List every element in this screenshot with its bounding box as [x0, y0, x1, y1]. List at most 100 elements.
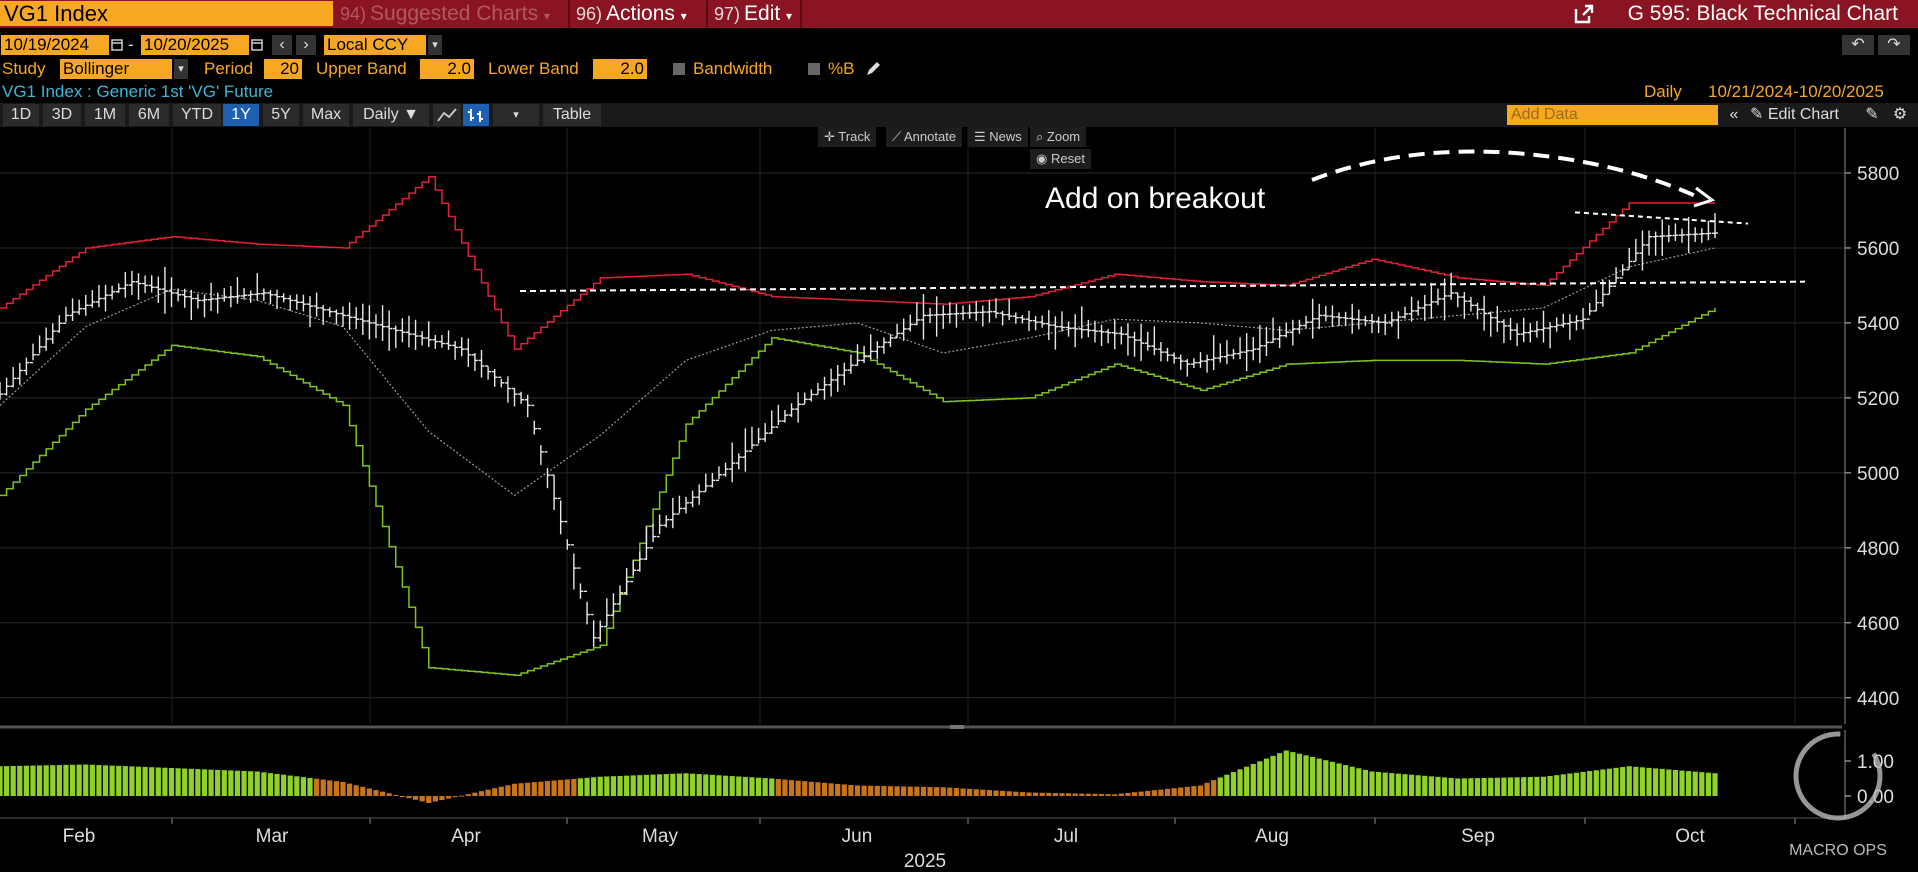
frequency-label: Daily [1644, 82, 1682, 101]
price-bar [1072, 314, 1079, 348]
price-bar [1712, 213, 1718, 239]
percent-b-bar [426, 796, 432, 803]
chevron-down-icon[interactable]: ▾ [428, 35, 442, 55]
breakout-arrow-line [1311, 149, 1701, 200]
range-ytd-button[interactable]: YTD [173, 104, 221, 126]
range-max-button[interactable]: Max [303, 104, 349, 126]
percent-b-bar [1593, 770, 1599, 796]
percent-b-bar [881, 786, 887, 796]
price-bar [762, 423, 769, 442]
year-label: 2025 [904, 851, 946, 872]
range-6m-button[interactable]: 6M [129, 104, 169, 126]
percent-b-bar [749, 777, 755, 796]
percent-b-bar [406, 796, 412, 799]
price-bar [1586, 303, 1593, 320]
news-button[interactable]: ☰ News [968, 127, 1028, 147]
y-tick-label: 4600 [1857, 614, 1899, 635]
price-bar [1091, 320, 1098, 343]
calendar-icon[interactable] [251, 36, 263, 54]
chevron-right-icon[interactable]: › [296, 35, 316, 55]
price-bar [412, 319, 419, 351]
price-bar [142, 275, 149, 293]
percent-b-bar [1039, 792, 1045, 796]
percent-b-bar [1606, 768, 1613, 796]
percent-b-bar [762, 778, 768, 796]
suggested-charts-menu[interactable]: 94) Suggested Charts ▾ [340, 0, 550, 28]
end-date-input[interactable]: 10/20/2025 [141, 35, 249, 55]
price-bar [1256, 325, 1263, 364]
actions-menu[interactable]: 96) Actions ▾ [576, 0, 687, 28]
add-data-input[interactable]: Add Data [1507, 105, 1718, 125]
bar-chart-icon[interactable] [463, 104, 489, 126]
percent-b-checkbox[interactable] [808, 63, 820, 75]
study-select[interactable]: Bollinger [60, 59, 172, 79]
range-3d-button[interactable]: 3D [43, 104, 81, 126]
percent-b-bar [1666, 769, 1672, 796]
percent-b-bar [287, 775, 293, 796]
price-bar [458, 337, 465, 357]
start-date-input[interactable]: 10/19/2024 [1, 35, 109, 55]
y-tick-label: 5200 [1857, 389, 1899, 410]
zoom-button[interactable]: ⌕ Zoom [1030, 127, 1087, 147]
bandwidth-label: Bandwidth [693, 59, 773, 78]
percent-b-bar [439, 796, 445, 801]
chevron-down-icon[interactable]: ▾ [493, 104, 539, 126]
price-chart[interactable]: 4400 4600 4800 5000 5200 5400 5600 5800 1.000.0… [0, 128, 1918, 872]
percent-b-bar [1059, 793, 1065, 796]
lower-band-input[interactable]: 2.0 [593, 59, 647, 79]
gear-icon[interactable]: ⚙ [1888, 104, 1912, 126]
price-bar [927, 308, 934, 324]
chevron-down-icon[interactable]: ▾ [174, 59, 188, 79]
price-bar [1151, 326, 1158, 356]
range-5y-button[interactable]: 5Y [263, 104, 299, 126]
redo-icon[interactable]: ↷ [1878, 35, 1910, 55]
price-bars [0, 213, 1718, 647]
price-bar [1045, 310, 1052, 340]
percent-b-bar [432, 796, 438, 802]
price-bar [946, 302, 953, 324]
price-bar [715, 466, 722, 482]
percent-b-bar [973, 789, 979, 796]
period-input[interactable]: 20 [264, 59, 302, 79]
popout-icon[interactable] [1574, 4, 1594, 24]
line-chart-icon[interactable] [433, 104, 461, 126]
price-bar [471, 353, 478, 372]
frequency-select[interactable]: Daily ▼ [353, 104, 429, 126]
range-1d-button[interactable]: 1D [3, 104, 39, 126]
price-bar [966, 304, 973, 319]
currency-select[interactable]: Local CCY [324, 35, 426, 55]
percent-b-bar [1573, 772, 1580, 796]
reset-button[interactable]: ◉ Reset [1030, 149, 1091, 169]
undo-icon[interactable]: ↶ [1842, 35, 1874, 55]
price-bar [821, 376, 828, 400]
percent-b-bar [1382, 772, 1388, 796]
percent-b-bar [657, 774, 663, 796]
percent-b-bar [788, 780, 795, 796]
edit-menu[interactable]: 97) Edit ▾ [714, 0, 792, 28]
price-bar [518, 391, 525, 404]
percent-b-bar [577, 778, 584, 796]
price-bar [1184, 359, 1191, 377]
price-bar [208, 282, 215, 312]
percent-b-bar [485, 789, 491, 796]
table-button[interactable]: Table [543, 104, 601, 126]
pencil-icon[interactable] [864, 60, 882, 78]
calendar-icon[interactable] [111, 36, 123, 54]
price-bar [115, 283, 122, 293]
edit-chart-button[interactable]: ✎ Edit Chart [1750, 104, 1850, 126]
percent-b-bar [716, 775, 722, 796]
upper-band-input[interactable]: 2.0 [420, 59, 474, 79]
bandwidth-checkbox[interactable] [673, 63, 685, 75]
ticker-input[interactable]: VG1 Index [0, 1, 333, 26]
track-button[interactable]: ✛ Track [818, 127, 877, 147]
percent-b-bar [478, 791, 485, 796]
percent-b-bar [1184, 786, 1190, 796]
y-tick-label: 4400 [1857, 689, 1899, 710]
price-bar [1613, 267, 1620, 287]
range-1m-button[interactable]: 1M [85, 104, 125, 126]
chevron-left-icon[interactable]: ‹ [272, 35, 292, 55]
double-chevron-left-icon[interactable]: « [1722, 104, 1746, 126]
edit-icon[interactable]: ✎ [1860, 104, 1884, 126]
annotate-button[interactable]: ⟋ Annotate [886, 127, 963, 147]
range-1y-button[interactable]: 1Y [223, 104, 259, 126]
